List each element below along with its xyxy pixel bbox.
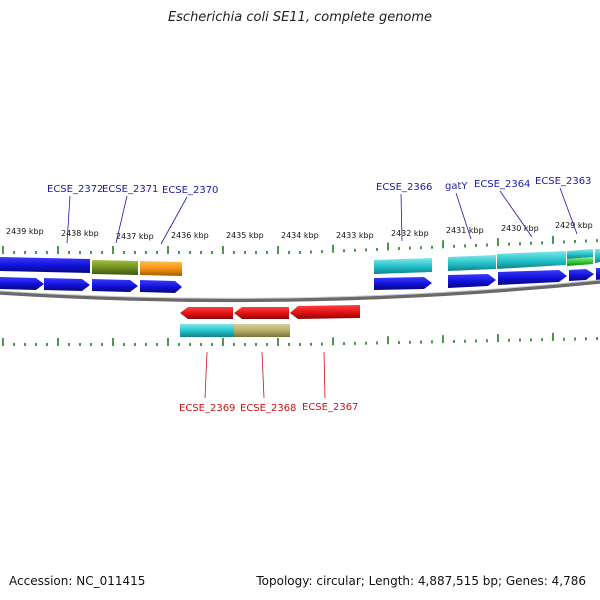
scale-label: 2435 kbp — [226, 231, 264, 240]
gene-arrow-forward[interactable] — [498, 270, 567, 285]
map-title: Escherichia coli SE11, complete genome — [167, 10, 433, 25]
feature-block[interactable] — [140, 261, 182, 276]
genome-backbone — [0, 280, 600, 303]
scale-label: 2430 kbp — [501, 224, 539, 233]
feature-block[interactable] — [180, 324, 234, 337]
reverse-genes-track — [180, 305, 360, 319]
gene-label-ecse-2367[interactable]: ECSE_2367 — [302, 402, 358, 413]
gene-labels-top: ECSE_2372 ECSE_2371 ECSE_2370 ECSE_2366 … — [47, 176, 591, 245]
feature-block[interactable] — [92, 260, 138, 275]
scale-ticks-top — [2, 235, 598, 254]
genome-backbone-highlight — [0, 279, 600, 299]
scale-labels: 2439 kbp 2438 kbp 2437 kbp 2436 kbp 2435… — [6, 221, 593, 241]
gene-arrow-forward[interactable] — [44, 278, 90, 291]
forward-genes-track — [0, 268, 600, 293]
gene-arrow-forward[interactable] — [596, 268, 600, 280]
scale-label: 2431 kbp — [446, 226, 484, 235]
scale-label: 2432 kbp — [391, 229, 429, 238]
gene-arrow-reverse[interactable] — [180, 307, 233, 319]
feature-track-upper — [0, 249, 600, 276]
gene-arrow-forward[interactable] — [92, 279, 138, 292]
gene-arrow-forward[interactable] — [569, 269, 594, 281]
gene-label-ecse-2372[interactable]: ECSE_2372 — [47, 184, 103, 195]
feature-block[interactable] — [497, 251, 566, 269]
gene-arrow-forward[interactable] — [140, 280, 182, 293]
feature-block[interactable] — [567, 249, 593, 259]
gene-label-ecse-2369[interactable]: ECSE_2369 — [179, 403, 235, 414]
scale-ticks-bottom — [2, 332, 598, 346]
feature-block[interactable] — [595, 249, 600, 263]
feature-block[interactable] — [234, 324, 290, 337]
feature-block[interactable] — [567, 257, 593, 266]
gene-arrow-forward[interactable] — [0, 277, 44, 290]
scale-label: 2437 kbp — [116, 232, 154, 241]
gene-label-ecse-2370[interactable]: ECSE_2370 — [162, 185, 218, 196]
gene-arrow-forward[interactable] — [448, 274, 496, 288]
accession-text: Accession: NC_011415 — [9, 574, 146, 588]
genome-metadata-text: Topology: circular; Length: 4,887,515 bp… — [256, 574, 586, 588]
gene-label-ecse-2363[interactable]: ECSE_2363 — [535, 176, 591, 187]
gene-arrow-reverse[interactable] — [234, 307, 289, 319]
scale-label: 2439 kbp — [6, 227, 44, 236]
scale-label: 2438 kbp — [61, 229, 99, 238]
gene-label-ecse-2371[interactable]: ECSE_2371 — [102, 184, 158, 195]
gene-label-ecse-2364[interactable]: ECSE_2364 — [474, 179, 530, 190]
gene-arrow-forward[interactable] — [374, 277, 432, 290]
feature-block[interactable] — [374, 258, 432, 274]
scale-label: 2433 kbp — [336, 231, 374, 240]
scale-label: 2436 kbp — [171, 231, 209, 240]
scale-label: 2434 kbp — [281, 231, 319, 240]
gene-label-ecse-2366[interactable]: ECSE_2366 — [376, 182, 432, 193]
feature-track-lower — [180, 324, 290, 337]
gene-arrow-reverse[interactable] — [290, 305, 360, 319]
feature-block[interactable] — [448, 255, 496, 271]
feature-block[interactable] — [0, 257, 90, 273]
gene-labels-bottom: ECSE_2369 ECSE_2368 ECSE_2367 — [179, 351, 358, 414]
gene-label-gaty[interactable]: gatY — [445, 181, 468, 192]
gene-label-ecse-2368[interactable]: ECSE_2368 — [240, 403, 296, 414]
